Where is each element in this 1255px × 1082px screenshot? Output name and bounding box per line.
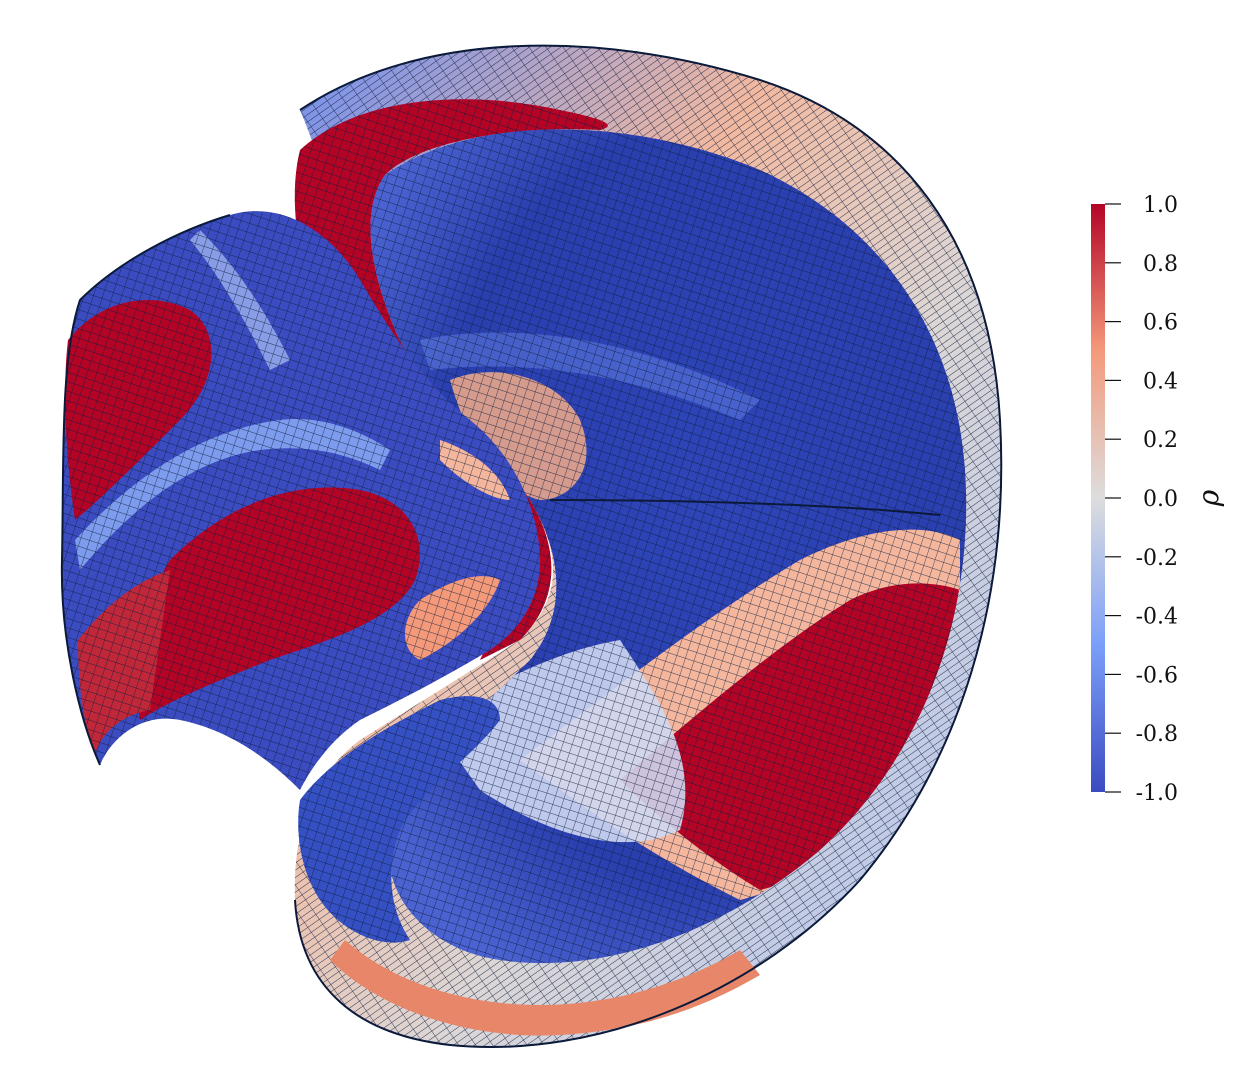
colorbar-tick-label: 0.6 [1143,311,1178,336]
lower-rim-band [330,940,760,1036]
colorbar-tick-label: 0.2 [1143,428,1178,453]
colorbar-tick-label: 0.0 [1143,487,1178,512]
colorbar-gradient [1091,204,1105,792]
colorbar-tick-label: 0.4 [1143,369,1178,394]
colorbar-tick-label: 0.8 [1143,252,1178,277]
colorbar-tick-label: -0.8 [1136,722,1178,747]
colorbar-tick-label: -1.0 [1136,781,1178,806]
colorbar-tick-label: 1.0 [1143,193,1178,218]
colorbar: 1.0 0.8 0.6 0.4 0.2 0.0 -0.2 -0.4 -0.6 -0.8 -1.0 ρ [1091,193,1225,806]
colorbar-ticks: 1.0 0.8 0.6 0.4 0.2 0.0 -0.2 -0.4 -0.6 -0.8 -1.0 [1105,193,1178,806]
colorbar-title: ρ [1192,489,1225,507]
deformed-mesh-surface [60,44,1003,1049]
colorbar-tick-label: -0.4 [1136,605,1178,630]
colorbar-tick-label: -0.2 [1136,546,1178,571]
colorbar-tick-label: -0.6 [1136,663,1178,688]
